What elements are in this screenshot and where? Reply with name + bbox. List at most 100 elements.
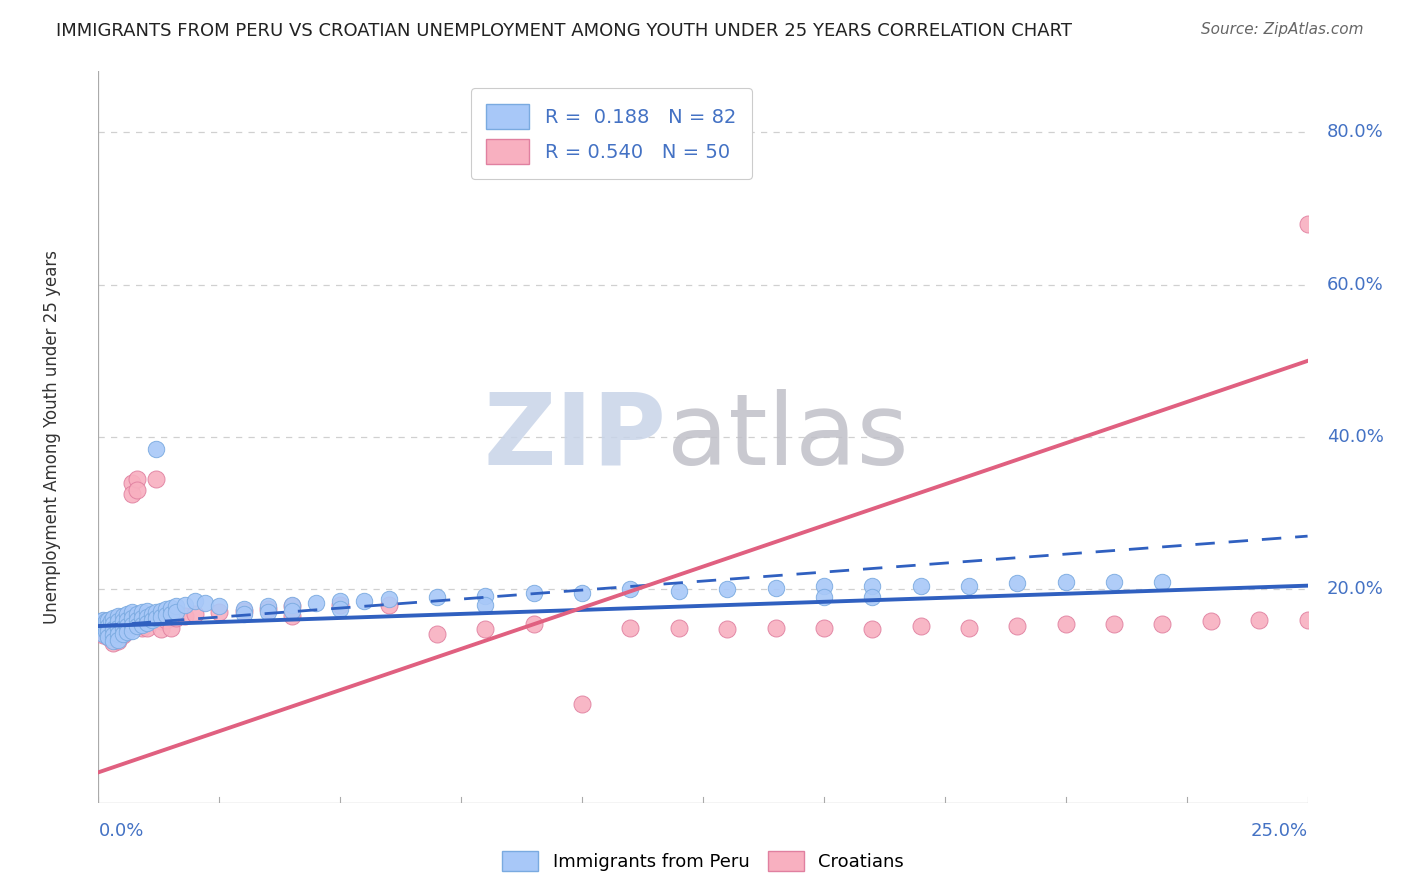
Text: Source: ZipAtlas.com: Source: ZipAtlas.com <box>1201 22 1364 37</box>
Point <box>668 621 690 635</box>
Point <box>145 605 167 619</box>
Point <box>1296 217 1319 231</box>
Point <box>1249 613 1271 627</box>
Point <box>194 596 217 610</box>
Point <box>619 582 641 597</box>
Point <box>90 624 112 639</box>
Point <box>107 619 129 633</box>
Point <box>910 619 932 633</box>
Point <box>281 598 304 612</box>
Point <box>150 622 173 636</box>
Point <box>1199 615 1222 629</box>
Point <box>619 621 641 635</box>
Point <box>90 621 112 635</box>
Point <box>145 442 167 456</box>
Point <box>184 594 207 608</box>
Text: 20.0%: 20.0% <box>1327 581 1384 599</box>
Text: 0.0%: 0.0% <box>98 822 143 840</box>
Point <box>150 604 173 618</box>
Point <box>256 601 278 615</box>
Point <box>91 622 114 636</box>
Point <box>208 599 231 614</box>
Point <box>97 619 120 633</box>
Point <box>141 607 163 621</box>
Point <box>107 609 129 624</box>
Legend: R =  0.188   N = 82, R = 0.540   N = 50: R = 0.188 N = 82, R = 0.540 N = 50 <box>471 88 752 179</box>
Point <box>150 610 173 624</box>
Point <box>101 613 124 627</box>
Point <box>101 622 124 636</box>
Point <box>107 632 129 647</box>
Point <box>101 628 124 642</box>
Point <box>150 615 173 629</box>
Point <box>111 613 134 627</box>
Point <box>101 616 124 631</box>
Point <box>256 599 278 614</box>
Point <box>377 591 399 606</box>
Point <box>474 589 496 603</box>
Point <box>91 613 114 627</box>
Point <box>232 601 254 615</box>
Point <box>232 604 254 618</box>
Point <box>1102 574 1125 589</box>
Point <box>135 611 157 625</box>
Point <box>127 483 149 498</box>
Point <box>957 579 980 593</box>
Point <box>1007 576 1029 591</box>
Point <box>141 613 163 627</box>
Point <box>765 621 787 635</box>
Point <box>165 605 187 619</box>
Point <box>1152 574 1174 589</box>
Point <box>184 607 207 621</box>
Point <box>94 624 117 639</box>
Point <box>765 581 787 595</box>
Point <box>117 613 139 627</box>
Point <box>89 616 111 631</box>
Point <box>97 630 120 644</box>
Point <box>117 619 139 633</box>
Point <box>91 628 114 642</box>
Point <box>571 697 593 711</box>
Point <box>281 609 304 624</box>
Point <box>860 590 883 604</box>
Point <box>174 598 197 612</box>
Point <box>121 475 143 490</box>
Point <box>165 611 187 625</box>
Point <box>135 615 157 630</box>
Point <box>91 622 114 636</box>
Point <box>155 613 177 627</box>
Point <box>131 621 153 635</box>
Point <box>90 615 112 629</box>
Point <box>426 626 449 640</box>
Point <box>910 579 932 593</box>
Point <box>117 625 139 640</box>
Point <box>329 594 352 608</box>
Point <box>117 607 139 621</box>
Text: 25.0%: 25.0% <box>1250 822 1308 840</box>
Point <box>131 605 153 619</box>
Point <box>281 604 304 618</box>
Point <box>135 604 157 618</box>
Point <box>111 615 134 629</box>
Point <box>1152 616 1174 631</box>
Point <box>90 621 112 635</box>
Point <box>329 601 352 615</box>
Text: ZIP: ZIP <box>484 389 666 485</box>
Point <box>957 621 980 635</box>
Point <box>89 616 111 631</box>
Point <box>474 622 496 636</box>
Point <box>813 621 835 635</box>
Point <box>111 609 134 624</box>
Point <box>97 624 120 639</box>
Point <box>107 611 129 625</box>
Point <box>208 605 231 619</box>
Point <box>523 616 546 631</box>
Point <box>256 605 278 619</box>
Point <box>1054 574 1077 589</box>
Point <box>155 602 177 616</box>
Point <box>426 590 449 604</box>
Point <box>135 621 157 635</box>
Point <box>121 605 143 619</box>
Legend: Immigrants from Peru, Croatians: Immigrants from Peru, Croatians <box>495 844 911 879</box>
Point <box>121 611 143 625</box>
